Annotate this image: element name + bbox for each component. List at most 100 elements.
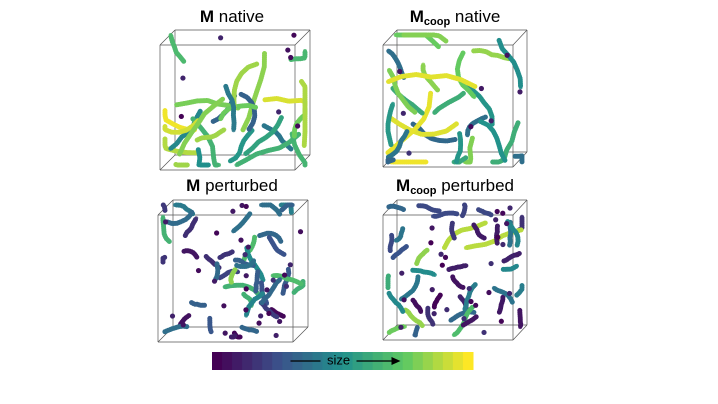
filament-core (491, 286, 515, 305)
filament-core (471, 48, 512, 61)
filament-core (234, 132, 301, 167)
arrow-head (391, 357, 401, 365)
filament-core (260, 277, 283, 305)
particle (291, 32, 297, 38)
particle (397, 68, 403, 75)
particle (295, 123, 301, 129)
particle (498, 318, 504, 324)
filament-core (173, 162, 190, 167)
filament-core (490, 120, 520, 164)
box-edge (292, 326, 309, 343)
particle (439, 262, 445, 268)
title-label: perturbed (441, 176, 514, 195)
particle (442, 254, 449, 260)
filament-core (386, 204, 406, 212)
filament-core (190, 116, 221, 167)
panel-title: Mcoop native (410, 7, 501, 27)
filament-core (231, 211, 252, 234)
filament-core (174, 98, 240, 110)
filament-core (213, 261, 220, 282)
filament-core (241, 51, 267, 132)
particle (243, 307, 249, 313)
particle (428, 240, 434, 246)
filament-core (243, 115, 284, 156)
filament-core (183, 216, 199, 238)
filament-core (393, 226, 405, 243)
colorbar-step (322, 352, 333, 370)
particle (195, 267, 202, 274)
particle (239, 202, 245, 209)
particle (270, 277, 276, 283)
particle (180, 322, 186, 328)
particle (276, 109, 282, 115)
particle (287, 262, 293, 268)
colorbar-step (442, 352, 454, 370)
filament-core (466, 83, 495, 127)
particle (214, 230, 220, 236)
panel: Mcoop native (382, 7, 528, 168)
filament-core (411, 298, 423, 314)
filament-core (462, 136, 475, 164)
particle (297, 229, 304, 235)
particle (258, 313, 264, 319)
filament-core (240, 325, 259, 334)
particle (288, 54, 294, 61)
filament-core (161, 255, 167, 265)
particle (256, 320, 262, 326)
particle (504, 52, 510, 58)
colorbar-step (242, 352, 253, 370)
filament-core (399, 274, 420, 302)
filaments (385, 32, 525, 165)
filament-core (386, 129, 409, 160)
filament-core (195, 127, 227, 142)
filament-core (402, 33, 448, 43)
title-label: perturbed (205, 176, 278, 195)
colorbar-step (422, 352, 434, 370)
colorbar-step (232, 352, 243, 370)
filament-core (165, 210, 194, 226)
colorbar-step (252, 352, 263, 370)
filament-core (462, 282, 478, 312)
filament-core (501, 263, 519, 272)
title-label: native (455, 7, 500, 26)
panel-title: M native (200, 7, 264, 26)
filament-core (189, 300, 207, 308)
particle (218, 35, 224, 41)
filament-core (388, 233, 394, 253)
filaments (162, 32, 308, 168)
particle (429, 287, 435, 293)
filaments (385, 202, 525, 338)
filament-core (478, 119, 507, 163)
particle (481, 329, 487, 336)
particle (273, 332, 279, 339)
particle (169, 313, 176, 319)
particle (401, 297, 407, 303)
filament-core (410, 268, 437, 277)
colorbar-step (262, 352, 273, 370)
filament-core (386, 291, 405, 314)
filament-core (430, 211, 459, 219)
filament-core (432, 91, 466, 115)
filament-core (513, 153, 524, 164)
particle (504, 220, 510, 227)
colorbar-label: size (327, 352, 350, 367)
filament-core (414, 248, 430, 266)
filament-core (386, 72, 477, 89)
filament-core (387, 115, 459, 137)
filament-core (386, 157, 396, 164)
filament-core (299, 79, 307, 148)
filament-core (168, 109, 203, 151)
particle (238, 237, 244, 243)
title-symbol: M (410, 7, 424, 26)
filament-core (386, 101, 395, 147)
filaments (160, 202, 306, 340)
filament-core (514, 283, 524, 298)
particle (406, 150, 412, 156)
filament-core (259, 300, 280, 320)
panel-title: M perturbed (186, 176, 278, 195)
colorbar-step (212, 352, 223, 370)
filament-core (412, 325, 420, 337)
filament-core (207, 315, 214, 334)
filament-core (181, 248, 199, 260)
colorbar-step (412, 352, 424, 370)
